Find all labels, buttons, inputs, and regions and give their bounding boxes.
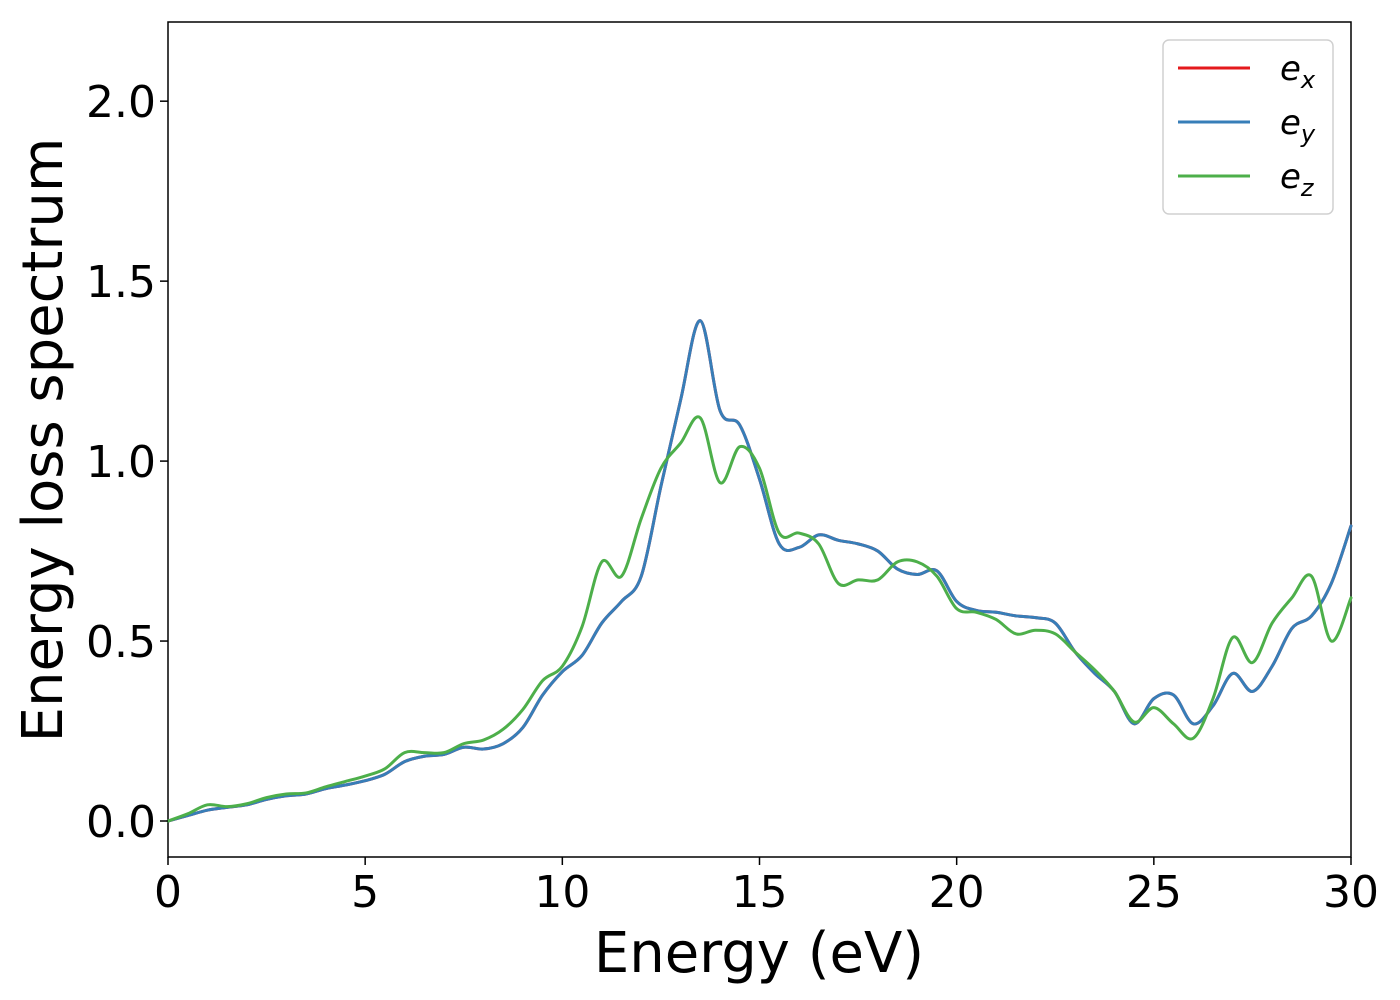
legend: ex ey ez bbox=[1162, 39, 1334, 215]
series-layer bbox=[166, 319, 1353, 823]
x-tick-label: 15 bbox=[732, 867, 788, 918]
y-axis-label: Energy loss spectrum bbox=[11, 138, 76, 743]
legend-box bbox=[1162, 39, 1334, 215]
x-tick-label: 0 bbox=[154, 867, 182, 918]
y-tick-label: 1.5 bbox=[86, 257, 156, 308]
y-axis-ticks: 0.0 0.5 1.0 1.5 2.0 bbox=[86, 77, 168, 848]
legend-label-ey: ey bbox=[1280, 103, 1316, 148]
series-line-ey bbox=[166, 319, 1353, 823]
x-tick-label: 5 bbox=[351, 867, 379, 918]
x-tick-label: 25 bbox=[1126, 867, 1182, 918]
series-line-ez bbox=[166, 415, 1353, 823]
x-axis-ticks: 0 5 10 15 20 25 30 bbox=[154, 857, 1379, 918]
y-tick-label: 2.0 bbox=[86, 77, 156, 128]
legend-label-ex: ex bbox=[1280, 49, 1316, 94]
x-tick-label: 30 bbox=[1323, 867, 1379, 918]
y-tick-label: 0.5 bbox=[86, 617, 156, 668]
x-tick-label: 20 bbox=[929, 867, 985, 918]
y-tick-label: 0.0 bbox=[86, 797, 156, 848]
legend-label-ez: ez bbox=[1280, 157, 1315, 202]
y-tick-label: 1.0 bbox=[86, 437, 156, 488]
x-axis-label: Energy (eV) bbox=[594, 921, 924, 986]
plot-frame bbox=[167, 21, 1352, 858]
x-tick-label: 10 bbox=[534, 867, 590, 918]
